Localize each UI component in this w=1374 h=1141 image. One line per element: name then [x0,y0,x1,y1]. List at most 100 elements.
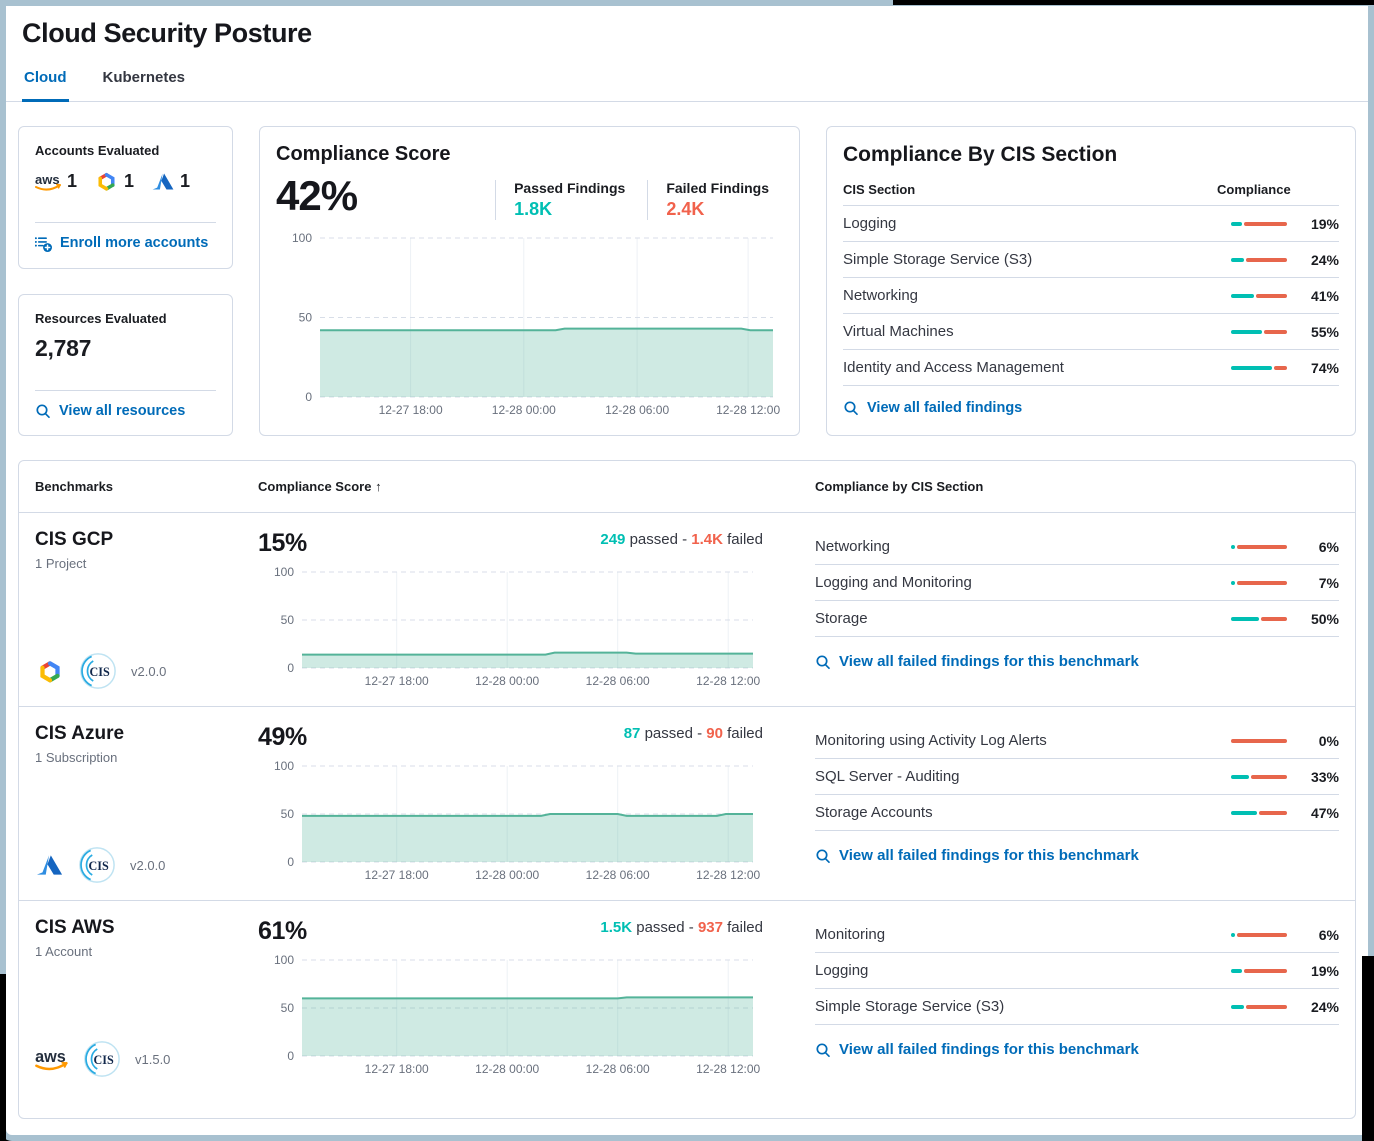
cis-section-row: Logging 19% [843,206,1339,242]
svg-text:100: 100 [274,760,294,773]
benchmark-version: v2.0.0 [130,857,166,873]
sort-ascending-icon: ↑ [375,479,382,494]
accounts-evaluated-card: Accounts Evaluated 1 1 1 [18,126,233,269]
cis-section-row: Logging and Monitoring 7% [815,565,1339,601]
svg-text:50: 50 [281,1001,295,1015]
page-title: Cloud Security Posture [22,18,312,48]
benchmark-trend-chart: 12-27 18:00 12-28 00:00 12-28 06:00 12-28 1… [258,954,763,1078]
compliance-bar [1231,1004,1289,1009]
search-icon [843,400,859,416]
benchmark-name-link[interactable]: CIS GCP [35,529,114,550]
compliance-score-trend-chart: 12-27 18:00 12-28 00:00 12-28 06:00 12-28 1… [276,232,783,419]
cis-section-row: Storage 50% [815,601,1339,637]
svg-text:12-28 06:00: 12-28 06:00 [586,674,650,688]
benchmark-version: v2.0.0 [131,663,167,679]
accounts-evaluated-title: Accounts Evaluated [35,143,160,158]
view-all-failed-findings-link[interactable]: View all failed findings [843,400,1339,416]
benchmark-name-link[interactable]: CIS Azure [35,723,125,744]
col-cis-section: CIS Section [843,181,916,197]
svg-text:12-28 00:00: 12-28 00:00 [475,868,539,882]
benchmark-trend-chart: 12-27 18:00 12-28 00:00 12-28 06:00 12-28 1… [258,760,763,884]
svg-text:100: 100 [274,566,294,579]
screen-capture-artifact [893,0,1374,5]
svg-text:12-28 00:00: 12-28 00:00 [475,1062,539,1076]
compliance-bar [1231,580,1289,585]
svg-text:12-28 12:00: 12-28 12:00 [696,1062,760,1076]
benchmark-score: 61% [258,917,307,945]
tab-kubernetes[interactable]: Kubernetes [102,69,186,86]
compliance-by-cis-section-card: Compliance By CIS Section CIS Section Co… [826,126,1356,436]
cis-logo-icon [79,652,117,690]
enroll-accounts-icon [35,235,52,252]
view-failed-findings-benchmark-link[interactable]: View all failed findings for this benchm… [815,847,1339,864]
svg-text:12-28 00:00: 12-28 00:00 [475,674,539,688]
compliance-bar [1231,968,1289,973]
cis-section-row: Storage Accounts 47% [815,795,1339,831]
search-icon [815,848,831,864]
benchmark-subtitle: 1 Project [35,556,87,571]
view-failed-findings-benchmark-link[interactable]: View all failed findings for this benchm… [815,1041,1339,1058]
compliance-score-value: 42% [276,172,358,219]
cis-logo-icon [78,846,116,884]
svg-text:12-28 00:00: 12-28 00:00 [492,403,556,417]
cis-section-card-title: Compliance By CIS Section [843,143,1118,166]
cis-section-row: Monitoring 6% [815,917,1339,953]
aws-logo-icon [35,1046,69,1072]
compliance-bar [1231,774,1289,779]
svg-text:0: 0 [287,855,294,869]
svg-text:12-28 12:00: 12-28 12:00 [716,403,780,417]
benchmark-score: 15% [258,529,307,557]
col-benchmarks: Benchmarks [35,479,114,494]
svg-text:12-28 06:00: 12-28 06:00 [586,1062,650,1076]
svg-text:12-27 18:00: 12-27 18:00 [365,674,429,688]
benchmark-trend-chart: 12-27 18:00 12-28 00:00 12-28 06:00 12-28 1… [258,566,763,690]
svg-text:12-27 18:00: 12-27 18:00 [365,868,429,882]
compliance-bar [1231,810,1289,815]
svg-text:12-28 12:00: 12-28 12:00 [696,674,760,688]
search-icon [35,403,51,419]
compliance-bar [1231,544,1289,549]
cis-section-row: Logging 19% [815,953,1339,989]
screen-capture-artifact [0,974,6,1141]
failed-findings-value: 2.4K [666,199,705,219]
benchmark-row-cis-azure: CIS Azure 1 Subscription v2.0.0 49% 87 p… [19,707,1355,901]
cis-section-row: Monitoring using Activity Log Alerts 0% [815,723,1339,759]
tab-bar: Cloud Kubernetes [6,65,1368,102]
col-compliance-score-sortable[interactable]: Compliance Score ↑ [258,479,382,494]
cis-section-row: Virtual Machines 55% [843,314,1339,350]
svg-text:50: 50 [281,807,295,821]
tab-cloud[interactable]: Cloud [22,65,69,102]
compliance-bar [1231,293,1289,298]
azure-logo-icon [151,172,175,191]
compliance-bar [1231,221,1289,226]
view-failed-findings-benchmark-link[interactable]: View all failed findings for this benchm… [815,653,1339,670]
benchmark-version: v1.5.0 [135,1051,171,1067]
cis-section-row: Networking 41% [843,278,1339,314]
svg-text:12-27 18:00: 12-27 18:00 [365,1062,429,1076]
enroll-more-accounts-link[interactable]: Enroll more accounts [35,235,216,252]
benchmark-name-link[interactable]: CIS AWS [35,917,115,938]
svg-text:100: 100 [274,954,294,967]
cis-table-header: CIS Section Compliance [843,173,1339,206]
compliance-bar [1231,257,1289,262]
benchmarks-table: Benchmarks Compliance Score ↑ Compliance… [18,460,1356,1119]
benchmarks-table-header: Benchmarks Compliance Score ↑ Compliance… [19,461,1355,513]
svg-text:50: 50 [299,311,313,325]
svg-text:50: 50 [281,613,295,627]
passed-failed-summary: 1.5K passed - 937 failed [600,919,763,936]
view-all-resources-link[interactable]: View all resources [35,403,216,419]
benchmark-subtitle: 1 Account [35,944,93,959]
passed-failed-summary: 249 passed - 1.4K failed [600,531,763,548]
benchmark-score: 49% [258,723,307,751]
svg-text:0: 0 [305,390,312,404]
azure-account-count: 1 [151,171,190,192]
compliance-bar [1231,738,1289,743]
compliance-bar [1231,365,1289,370]
compliance-bar [1231,616,1289,621]
resources-evaluated-title: Resources Evaluated [35,310,167,326]
passed-findings-stat: Passed Findings 1.8K [495,180,625,220]
search-icon [815,1042,831,1058]
screen-capture-artifact [1362,956,1374,1141]
col-compliance-by-cis-section: Compliance by CIS Section [815,479,984,494]
compliance-bar [1231,329,1289,334]
